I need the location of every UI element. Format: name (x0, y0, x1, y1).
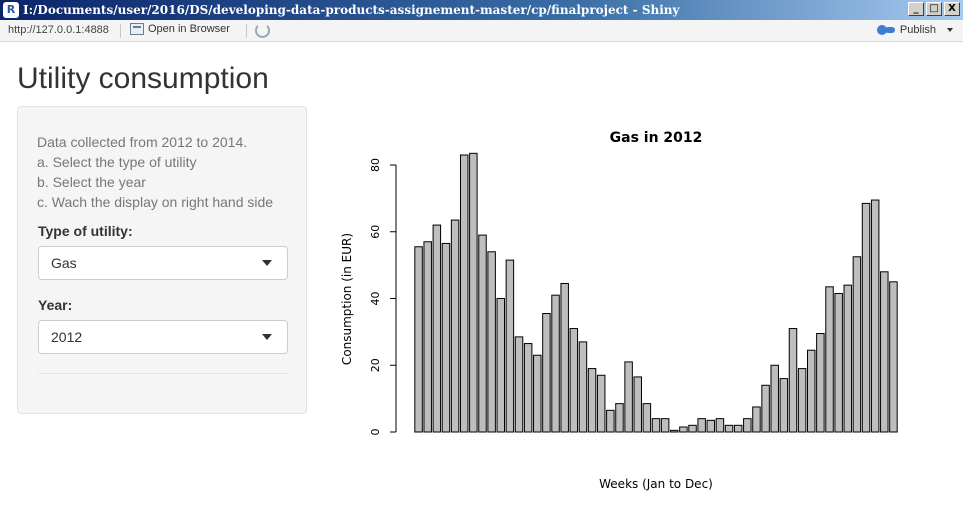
bar-week-40 (770, 364, 779, 433)
window-controls: _ □ X (908, 2, 960, 16)
bar-week-21 (596, 374, 606, 433)
bar-week-48 (843, 284, 853, 433)
chart-title: Gas in 2012 (610, 130, 703, 146)
intro-line: c. Wach the display on right hand side (37, 194, 274, 210)
bar-week-33 (706, 419, 716, 433)
y-tick-label: 80 (369, 158, 382, 172)
open-in-browser-button[interactable]: Open in Browser (130, 23, 230, 35)
y-tick-label: 20 (369, 358, 382, 372)
bar-week-27 (651, 418, 661, 433)
bar-week-3 (432, 224, 442, 433)
bar-week-43 (797, 368, 807, 433)
bar-week-18 (569, 328, 579, 433)
open-in-browser-label: Open in Browser (148, 23, 230, 35)
bar-week-17 (560, 282, 569, 433)
sidebar-panel: Data collected from 2012 to 2014. a. Sel… (17, 106, 307, 414)
bar-week-28 (660, 418, 670, 433)
bar-week-9 (487, 251, 496, 433)
bar-week-24 (624, 361, 633, 433)
window-title: I:/Documents/user/2016/DS/developing-dat… (23, 3, 680, 17)
bar-week-16 (551, 294, 560, 433)
bar-week-37 (743, 418, 752, 433)
r-app-icon: R (3, 2, 19, 18)
publish-label: Publish (899, 24, 936, 36)
sidebar-divider (38, 373, 288, 374)
y-tick-label: 60 (369, 225, 382, 239)
y-tick-label: 0 (369, 429, 382, 436)
bar-week-23 (615, 403, 624, 433)
y-tick-label: 40 (369, 292, 382, 306)
intro-line: Data collected from 2012 to 2014. (37, 134, 248, 150)
bar-week-26 (642, 403, 652, 433)
bar-week-52 (880, 271, 889, 433)
bar-week-51 (870, 199, 880, 433)
bar-week-32 (697, 418, 706, 433)
utility-type-label: Type of utility: (38, 223, 133, 239)
year-label: Year: (38, 297, 73, 313)
x-axis-label: Weeks (Jan to Dec) (599, 477, 713, 491)
bar-series (414, 152, 898, 433)
bar-week-31 (688, 424, 697, 433)
bar-week-22 (606, 409, 615, 433)
bar-week-7 (469, 152, 478, 433)
year-value: 2012 (51, 329, 83, 345)
maximize-button[interactable]: □ (926, 2, 942, 16)
bar-week-8 (478, 234, 487, 433)
year-select[interactable]: 2012 (38, 320, 288, 354)
bar-week-42 (788, 328, 798, 433)
bar-week-20 (587, 368, 597, 433)
bar-week-11 (505, 259, 515, 433)
bar-week-45 (816, 333, 825, 433)
bar-week-34 (715, 418, 725, 433)
utility-type-select[interactable]: Gas (38, 246, 288, 280)
viewer-toolbar: http://127.0.0.1:4888 Open in Browser Pu… (0, 20, 963, 42)
y-axis-ticks: 0 20 40 60 80 (369, 158, 396, 436)
bar-week-15 (542, 313, 551, 433)
bar-week-1 (414, 246, 423, 433)
bar-week-2 (423, 241, 432, 433)
gas-consumption-chart: Gas in 2012 Consumption (in EUR) Weeks (… (340, 130, 898, 491)
bar-week-36 (733, 424, 743, 433)
bar-week-30 (679, 426, 688, 433)
bar-week-50 (861, 202, 871, 433)
bar-week-38 (752, 406, 761, 433)
bar-week-44 (807, 349, 816, 433)
intro-line: a. Select the type of utility (37, 154, 197, 170)
bar-week-6 (459, 154, 469, 433)
bar-week-49 (852, 256, 862, 433)
publish-icon (876, 23, 895, 37)
y-axis-label: Consumption (in EUR) (340, 233, 354, 365)
chevron-down-icon (262, 260, 272, 266)
bar-week-4 (441, 242, 451, 433)
bar-week-5 (450, 219, 460, 433)
intro-text: Data collected from 2012 to 2014. a. Sel… (37, 132, 273, 212)
bar-week-12 (514, 336, 524, 433)
chevron-down-icon (262, 334, 272, 340)
bar-week-39 (761, 384, 770, 433)
chevron-down-icon[interactable] (947, 28, 953, 32)
bar-week-13 (523, 343, 533, 433)
bar-week-25 (633, 376, 642, 433)
toolbar-separator (120, 24, 121, 38)
bar-week-46 (825, 286, 834, 433)
bar-week-53 (889, 281, 898, 433)
close-button[interactable]: X (944, 2, 960, 16)
bar-week-29 (670, 429, 679, 433)
bar-week-19 (578, 341, 588, 433)
intro-line: b. Select the year (37, 174, 146, 190)
window-title-bar: R I:/Documents/user/2016/DS/developing-d… (0, 0, 963, 20)
bar-week-35 (724, 424, 734, 433)
toolbar-separator (246, 24, 247, 38)
url-display: http://127.0.0.1:4888 (8, 24, 109, 36)
refresh-icon[interactable] (255, 23, 270, 38)
browser-window-icon (130, 23, 144, 35)
minimize-button[interactable]: _ (908, 2, 924, 16)
publish-button[interactable]: Publish (876, 23, 953, 37)
page-title: Utility consumption (17, 62, 269, 95)
utility-type-value: Gas (51, 255, 77, 271)
bar-week-41 (779, 378, 789, 433)
bar-week-10 (496, 298, 505, 433)
bar-week-14 (533, 354, 542, 433)
bar-week-47 (834, 292, 843, 433)
